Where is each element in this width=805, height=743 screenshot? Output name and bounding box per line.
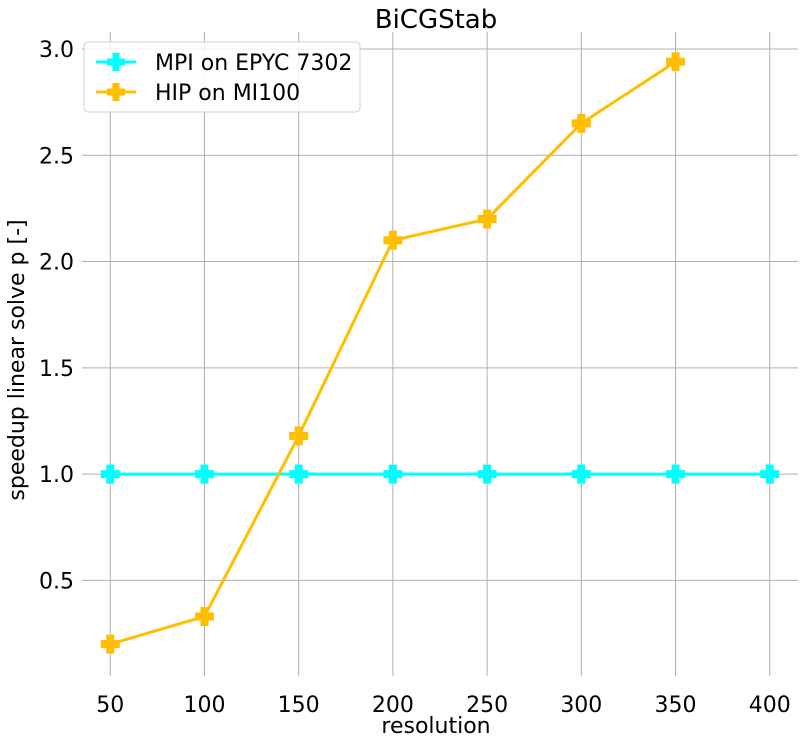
x-tick-label: 300 [560,693,602,718]
legend: MPI on EPYC 7302 HIP on MI100 [83,41,361,113]
y-tick-label: 1.0 [39,463,74,488]
series-1 [100,464,780,484]
data-point [383,464,403,484]
legend-marker [107,83,125,101]
data-point [194,606,214,626]
data-point [383,230,403,250]
x-tick-label: 200 [372,693,414,718]
y-tick-label: 0.5 [39,569,74,594]
grid [82,32,798,676]
data-point [477,464,497,484]
legend-item: MPI on EPYC 7302 [96,51,352,76]
x-axis-label: resolution [381,714,490,739]
legend-label: HIP on MI100 [155,81,300,106]
x-tick-label: 100 [183,693,225,718]
y-tick-label: 2.0 [39,251,74,276]
data-point [666,464,686,484]
x-tick-label: 150 [278,693,320,718]
tick-labels: 50 100 150 200 250 300 350 400 0.5 1.0 1.5 2.0 2.5 3.… [39,38,791,718]
data-point [194,464,214,484]
series-2 [100,52,686,654]
data-point [289,426,309,446]
y-tick-label: 2.5 [39,144,74,169]
y-tick-label: 1.5 [39,357,74,382]
legend-label: MPI on EPYC 7302 [155,51,352,76]
legend-item: HIP on MI100 [96,81,300,106]
data-point [100,464,120,484]
data-point [100,634,120,654]
data-point [571,464,591,484]
series [100,52,780,654]
chart-title: BiCGStab [375,5,498,35]
legend-box [83,41,361,113]
y-tick-label: 3.0 [39,38,74,63]
data-point [477,209,497,229]
y-axis-label: speedup linear solve p [-] [5,219,30,500]
x-tick-label: 250 [466,693,508,718]
data-point [760,464,780,484]
x-tick-label: 400 [749,693,791,718]
data-point [289,464,309,484]
x-tick-label: 50 [96,693,124,718]
x-tick-label: 350 [655,693,697,718]
data-point [666,52,686,72]
legend-marker [107,53,125,71]
data-point [571,113,591,133]
